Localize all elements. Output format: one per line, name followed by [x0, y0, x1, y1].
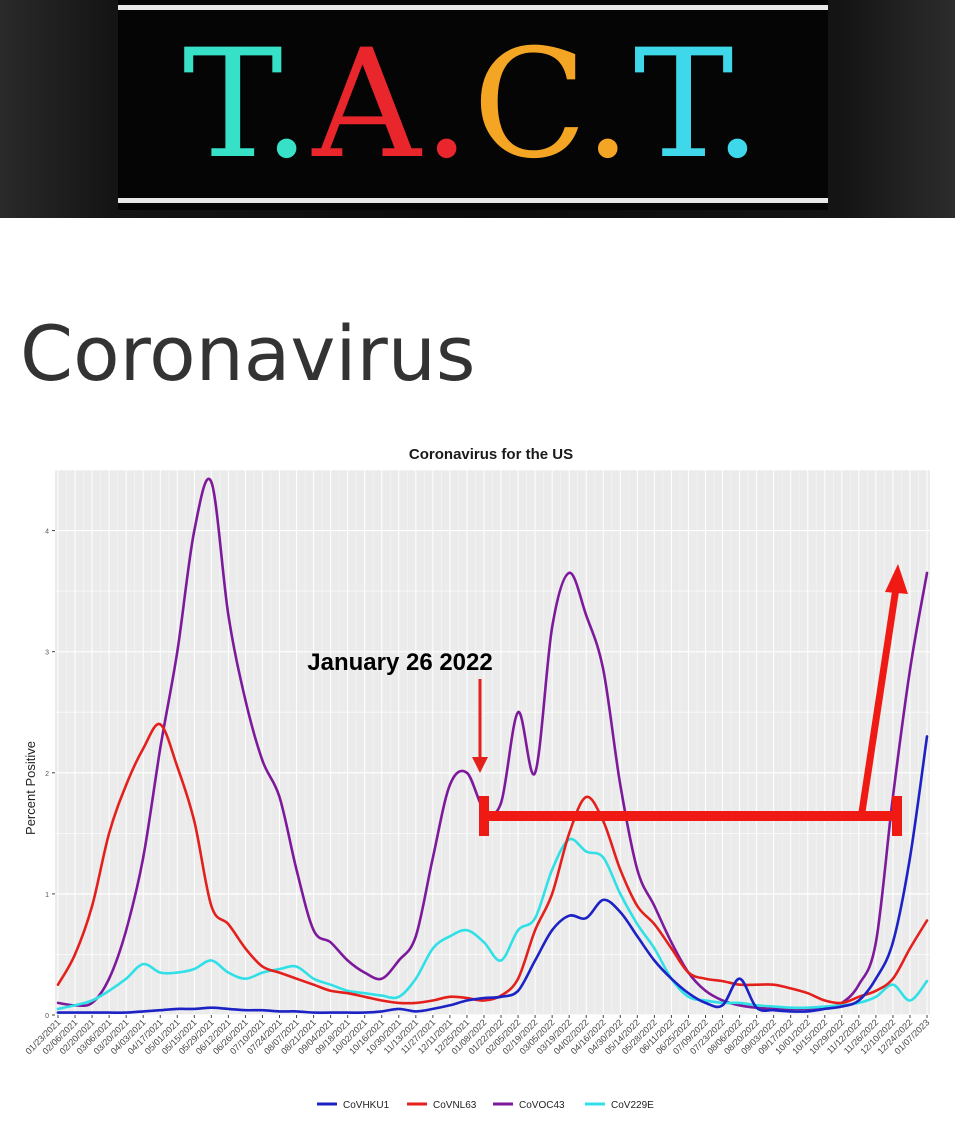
logo-letter-a: A. [312, 18, 473, 192]
legend-label: CoVHKU1 [343, 1100, 390, 1111]
legend-item-covoc43: CoVOC43 [493, 1100, 565, 1111]
series-line-covhku1 [56, 735, 929, 1014]
legend-item-cov229e: CoV229E [585, 1100, 654, 1111]
annotation-label: January 26 2022 [307, 649, 492, 676]
y-tick-label: 4 [45, 529, 49, 536]
series-layer [56, 477, 929, 1014]
legend-label: CoVOC43 [519, 1100, 565, 1111]
x-axis: 01/23/202102/06/202102/20/202103/06/2021… [23, 1015, 931, 1056]
chart-title: Coronavirus for the US [409, 446, 573, 463]
annotation-arrow-head [472, 757, 488, 773]
logo-letter-t-second: T. [633, 18, 764, 192]
y-tick-label: 1 [45, 892, 49, 899]
legend-item-covnl63: CoVNL63 [407, 1100, 477, 1111]
series-line-covnl63 [56, 722, 929, 1005]
grid-lines [55, 469, 930, 1016]
chart-container: Coronavirus for the US 0 1 2 3 4 01/23/2021 0… [0, 430, 955, 1130]
rising-trend-arrow-shaft [858, 587, 900, 813]
logo-letter-c: C. [472, 18, 634, 192]
legend-item-covhku1: CoVHKU1 [317, 1100, 390, 1111]
logo-letter-t: T. [182, 18, 313, 192]
y-tick-label: 0 [45, 1013, 49, 1020]
site-logo[interactable]: T.A.C.T. [118, 30, 828, 180]
series-line-cov229e [56, 837, 929, 1011]
y-axis: 0 1 2 3 4 [45, 529, 55, 1020]
rising-trend-arrow-head [885, 564, 908, 594]
y-axis-label: Percent Positive [23, 741, 38, 835]
annotation-layer: January 26 2022 [307, 564, 908, 836]
logo-bottom-rule [118, 198, 828, 203]
legend: CoVHKU1 CoVNL63 CoVOC43 CoV229E [317, 1100, 654, 1111]
logo-plate [118, 0, 828, 210]
page-title: Coronavirus [20, 309, 476, 398]
logo-top-rule [118, 5, 828, 10]
legend-label: CoVNL63 [433, 1100, 477, 1111]
line-chart: Coronavirus for the US 0 1 2 3 4 01/23/20210… [23, 446, 931, 1111]
y-tick-label: 3 [45, 650, 49, 657]
legend-label: CoV229E [611, 1100, 654, 1111]
y-tick-label: 2 [45, 771, 49, 778]
header-banner: T.A.C.T. [0, 0, 955, 218]
